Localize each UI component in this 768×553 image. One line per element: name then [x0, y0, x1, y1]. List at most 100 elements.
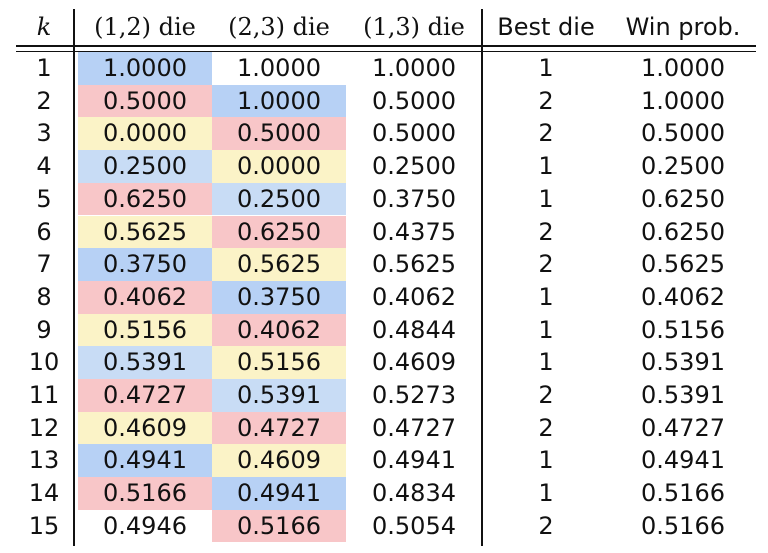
- cell-best-die: 2: [538, 217, 554, 246]
- cell-best-die: 2: [538, 511, 554, 540]
- cell-die-1-2: 0.5000: [78, 84, 212, 118]
- cell-best-die: 1: [538, 446, 554, 475]
- cell-win-prob: 0.4941: [641, 446, 725, 475]
- cell-die-2-3: 0.5625: [212, 248, 346, 281]
- cell-die-1-3: 0.2500: [372, 152, 456, 181]
- cell-k: 12: [28, 413, 60, 442]
- cell-k: 7: [36, 250, 52, 279]
- cell-die-1-3: 0.4609: [372, 348, 456, 377]
- divider-after-k: [73, 9, 75, 546]
- header-die-1-2: (1,2) die: [94, 13, 196, 41]
- cell-die-1-3: 0.4844: [372, 315, 456, 344]
- cell-die-1-2: 0.4062: [78, 280, 212, 314]
- cell-die-2-3: 0.5391: [212, 379, 346, 412]
- cell-die-2-3: 0.5156: [212, 346, 346, 379]
- cell-win-prob: 0.2500: [641, 152, 725, 181]
- cell-win-prob: 0.6250: [641, 184, 725, 213]
- header-die-2-3: (2,3) die: [228, 13, 330, 41]
- cell-die-1-3: 0.4834: [372, 479, 456, 508]
- cell-best-die: 2: [538, 413, 554, 442]
- cell-best-die: 1: [538, 282, 554, 311]
- cell-die-1-3: 0.4727: [372, 413, 456, 442]
- divider-after-die-1-3: [481, 9, 483, 546]
- cell-k: 4: [36, 152, 52, 181]
- header-best-die: Best die: [497, 13, 595, 41]
- cell-die-2-3: 0.6250: [212, 215, 346, 249]
- cell-k: 11: [28, 381, 60, 409]
- cell-die-2-3: 0.4941: [212, 477, 346, 510]
- cell-die-2-3: 0.3750: [212, 280, 346, 314]
- cell-win-prob: 1.0000: [641, 86, 725, 115]
- cell-k: 13: [28, 446, 60, 475]
- cell-win-prob: 0.4062: [641, 282, 725, 311]
- cell-best-die: 1: [538, 348, 554, 377]
- cell-die-1-3: 1.0000: [372, 54, 456, 82]
- cell-best-die: 2: [538, 119, 554, 148]
- cell-die-1-2: 0.5625: [78, 215, 212, 249]
- cell-win-prob: 0.5391: [641, 381, 725, 409]
- cell-k: 3: [36, 119, 52, 148]
- cell-k: 8: [36, 282, 52, 311]
- cell-die-2-3: 0.4062: [212, 313, 346, 347]
- cell-die-1-3: 0.5054: [372, 511, 456, 540]
- cell-best-die: 2: [538, 381, 554, 409]
- cell-k: 1: [36, 54, 52, 82]
- cell-win-prob: 0.5391: [641, 348, 725, 377]
- cell-die-2-3: 0.5000: [212, 117, 346, 151]
- cell-die-2-3: 0.5166: [212, 509, 346, 543]
- cell-k: 5: [36, 184, 52, 213]
- cell-k: 2: [36, 86, 52, 115]
- cell-die-1-3: 0.5625: [372, 250, 456, 279]
- cell-die-1-2: 0.5156: [78, 313, 212, 347]
- cell-die-2-3: 1.0000: [237, 54, 321, 82]
- header-rule-bottom: [16, 51, 756, 52]
- cell-k: 14: [28, 479, 60, 508]
- header-win-prob: Win prob.: [625, 13, 741, 41]
- cell-best-die: 1: [538, 184, 554, 213]
- cell-win-prob: 0.5166: [641, 511, 725, 540]
- cell-best-die: 1: [538, 152, 554, 181]
- cell-die-1-3: 0.5000: [372, 119, 456, 148]
- header-k: k: [36, 13, 52, 41]
- cell-die-1-3: 0.5000: [372, 86, 456, 115]
- cell-best-die: 2: [538, 86, 554, 115]
- cell-best-die: 1: [538, 479, 554, 508]
- cell-die-1-3: 0.3750: [372, 184, 456, 213]
- cell-die-2-3: 1.0000: [212, 84, 346, 118]
- cell-die-2-3: 0.2500: [212, 182, 346, 216]
- header-die-1-3: (1,3) die: [363, 13, 465, 41]
- cell-die-1-3: 0.4062: [372, 282, 456, 311]
- cell-k: 9: [36, 315, 52, 344]
- header-rule-top: [16, 45, 756, 47]
- cell-die-2-3: 0.4609: [212, 444, 346, 478]
- cell-win-prob: 0.5000: [641, 119, 725, 148]
- cell-die-1-2: 0.6250: [78, 182, 212, 216]
- cell-die-1-2: 0.5391: [78, 346, 212, 379]
- cell-k: 10: [28, 348, 60, 377]
- cell-die-2-3: 0.4727: [212, 411, 346, 445]
- cell-die-1-3: 0.5273: [372, 381, 456, 409]
- cell-die-1-2: 1.0000: [78, 52, 212, 85]
- cell-die-2-3: 0.0000: [212, 150, 346, 183]
- cell-die-1-2: 0.2500: [78, 150, 212, 183]
- cell-k: 6: [36, 217, 52, 246]
- cell-win-prob: 0.6250: [641, 217, 725, 246]
- cell-best-die: 1: [538, 54, 554, 82]
- cell-win-prob: 1.0000: [641, 54, 725, 82]
- cell-die-1-2: 0.3750: [78, 248, 212, 281]
- cell-die-1-2: 0.4609: [78, 411, 212, 445]
- cell-die-1-3: 0.4375: [372, 217, 456, 246]
- cell-die-1-2: 0.4946: [103, 511, 187, 540]
- cell-die-1-2: 0.0000: [78, 117, 212, 151]
- cell-best-die: 1: [538, 315, 554, 344]
- cell-die-1-2: 0.5166: [78, 477, 212, 510]
- cell-best-die: 2: [538, 250, 554, 279]
- cell-win-prob: 0.5166: [641, 479, 725, 508]
- cell-die-1-2: 0.4941: [78, 444, 212, 478]
- cell-die-1-3: 0.4941: [372, 446, 456, 475]
- cell-win-prob: 0.4727: [641, 413, 725, 442]
- cell-win-prob: 0.5156: [641, 315, 725, 344]
- cell-win-prob: 0.5625: [641, 250, 725, 279]
- cell-k: 15: [28, 511, 60, 540]
